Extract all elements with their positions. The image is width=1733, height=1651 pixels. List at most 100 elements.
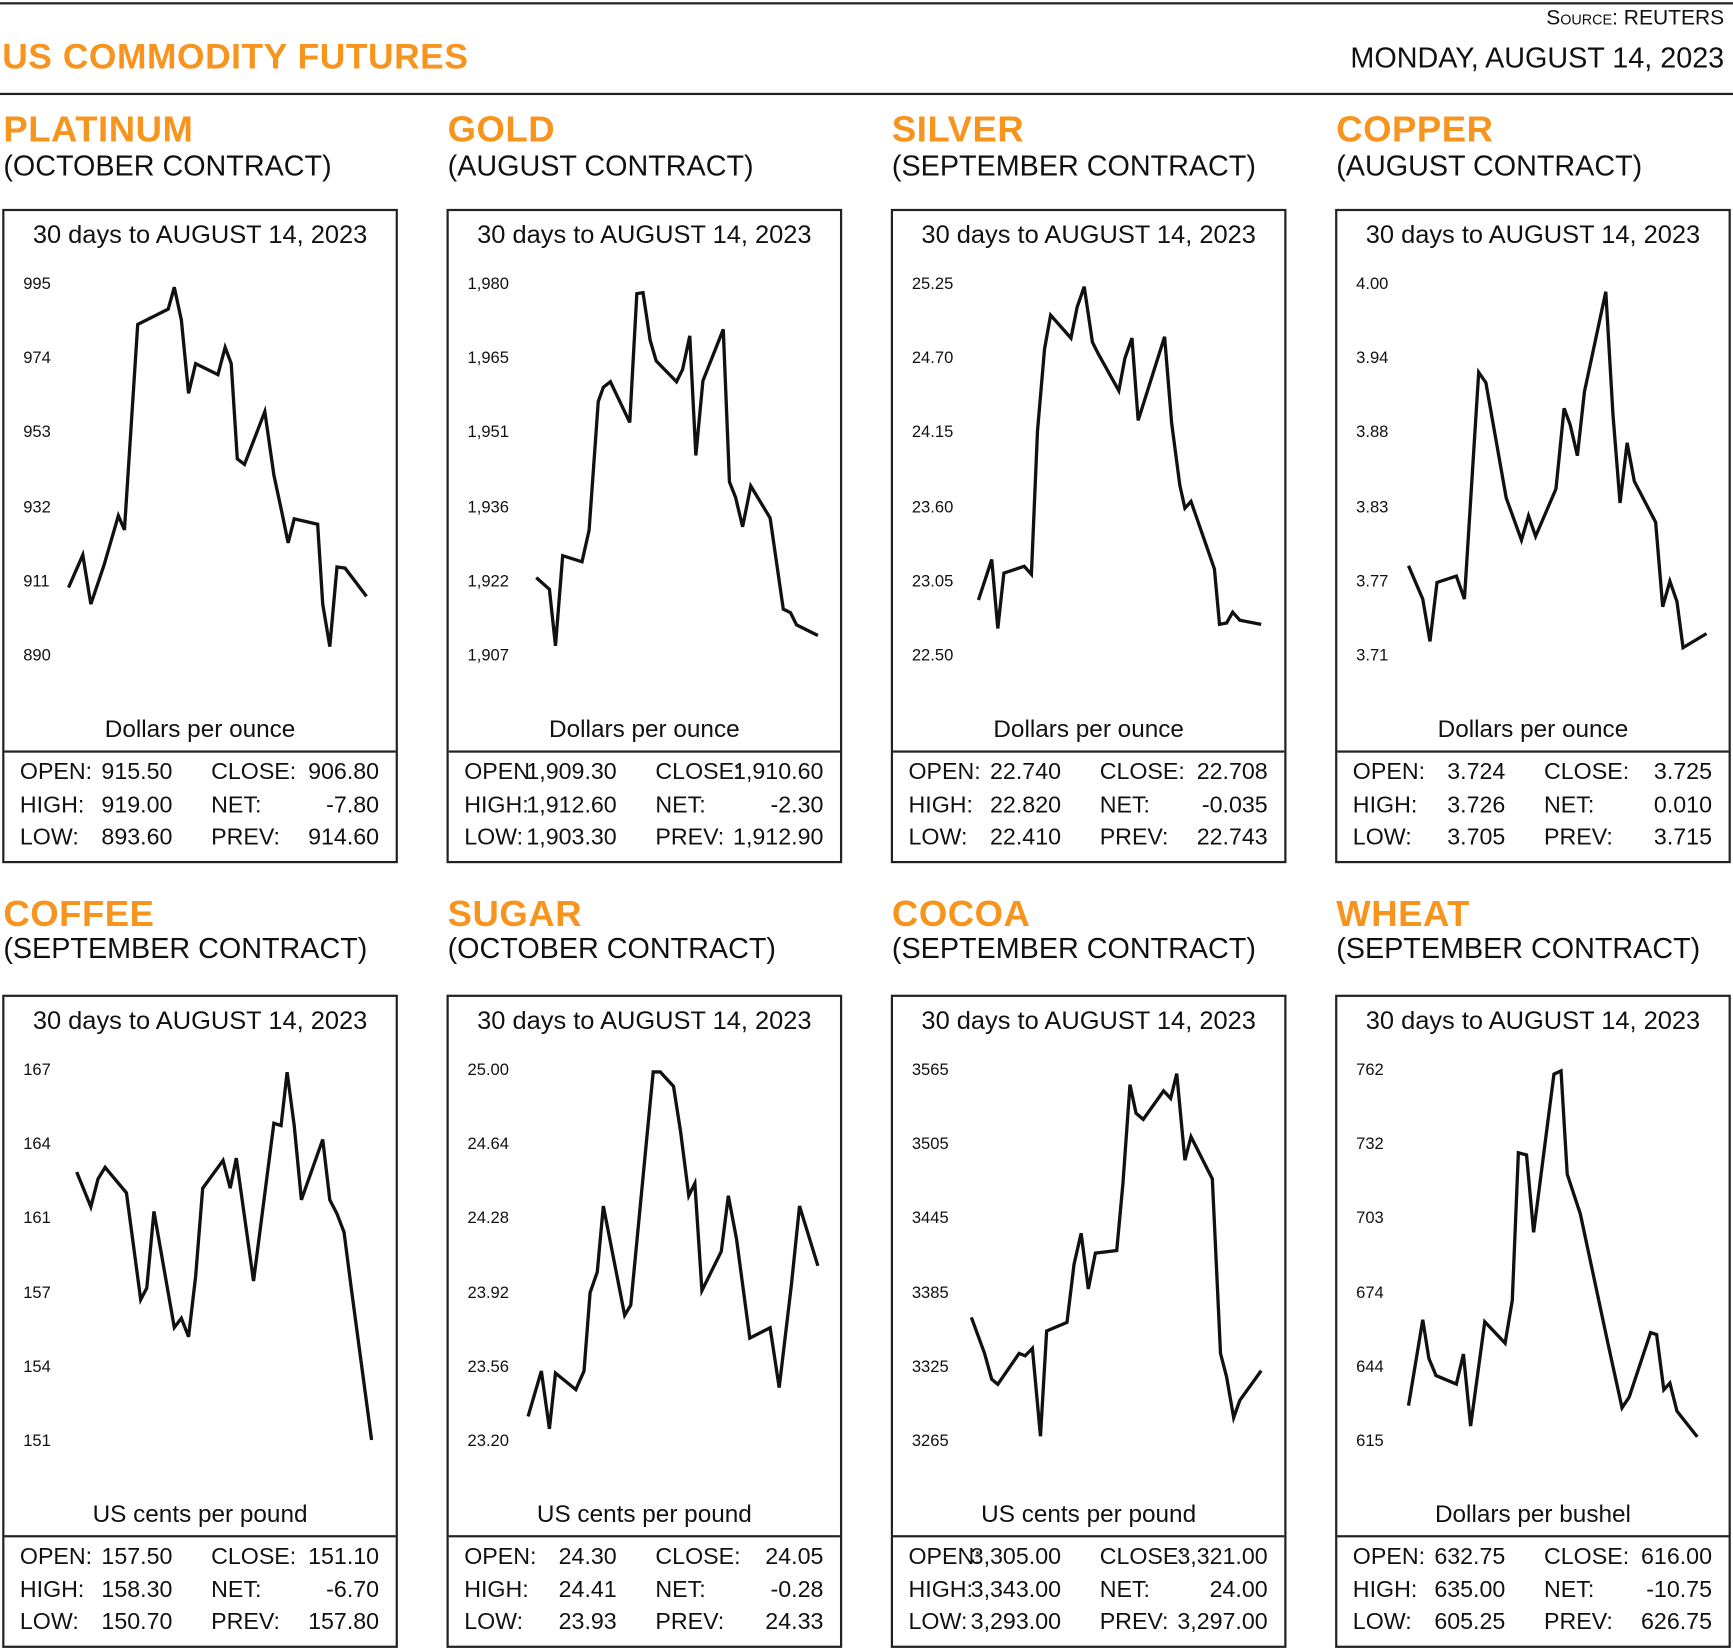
open-value: 157.50 — [101, 1544, 173, 1570]
y-tick-label: 23.60 — [911, 497, 954, 517]
high-value: 919.00 — [101, 791, 173, 818]
close-label: CLOSE: — [655, 1544, 741, 1570]
stats-row: OPEN: 24.30 CLOSE: 24.05 — [449, 1544, 840, 1576]
prev-label: PREV: — [1099, 1609, 1169, 1635]
close-label: CLOSE: — [655, 759, 741, 785]
unit-label: Dollars per bushel — [1434, 1499, 1631, 1528]
coffee-price-chart — [75, 1071, 374, 1441]
unit-label: Dollars per ounce — [549, 715, 740, 743]
wheat-contract: (SEPTEMBER CONTRACT) — [1336, 931, 1701, 965]
high-label: HIGH: — [19, 1576, 85, 1603]
stats-row: HIGH: 635.00 NET: -10.75 — [1337, 1577, 1728, 1609]
open-value: 1,909.30 — [526, 759, 617, 785]
high-label: HIGH: — [19, 791, 85, 818]
y-tick-label: 22.50 — [911, 646, 954, 665]
low-label: LOW: — [1352, 824, 1412, 850]
y-tick-label: 3265 — [911, 1431, 949, 1451]
source-value: REUTERS — [1623, 6, 1725, 30]
y-tick-label: 3.77 — [1356, 571, 1389, 591]
y-tick-label: 24.28 — [467, 1209, 510, 1228]
net-value: -0.035 — [1201, 791, 1268, 818]
gold-price-chart — [535, 290, 819, 646]
open-value: 3,305.00 — [970, 1544, 1062, 1570]
cocoa-chart-panel: 30 days to AUGUST 14, 2023 3565 3505 3445 33… — [890, 994, 1287, 1648]
y-tick-label: 23.05 — [911, 571, 954, 591]
unit-label: US cents per pound — [536, 1499, 752, 1528]
silver-price-chart — [976, 286, 1262, 629]
y-tick-label: 1,936 — [467, 497, 510, 517]
stats-row: OPEN: 1,909.30 CLOSE: 1,910.60 — [449, 759, 840, 791]
close-value: 151.10 — [308, 1544, 380, 1570]
y-tick-label: 3385 — [911, 1283, 949, 1303]
high-label: HIGH: — [1352, 791, 1418, 818]
y-tick-label: 24.70 — [911, 348, 954, 368]
chart-title: 30 days to AUGUST 14, 2023 — [477, 219, 812, 249]
chart-title: 30 days to AUGUST 14, 2023 — [32, 219, 368, 249]
net-label: NET: — [1099, 791, 1151, 818]
y-tick-label: 1,922 — [467, 571, 510, 591]
sugar-contract: (OCTOBER CONTRACT) — [447, 931, 776, 965]
stats-row: HIGH: 1,912.60 NET: -2.30 — [449, 792, 840, 824]
low-label: LOW: — [464, 1609, 524, 1635]
y-tick-label: 890 — [23, 646, 51, 665]
platinum-price-chart — [67, 286, 368, 647]
prev-value: 157.80 — [308, 1609, 380, 1635]
open-value: 632.75 — [1434, 1544, 1506, 1570]
high-value: 635.00 — [1434, 1576, 1506, 1603]
net-value: 24.00 — [1209, 1576, 1268, 1603]
sugar-price-line — [526, 1070, 820, 1430]
prev-label: PREV: — [211, 824, 280, 850]
coffee-contract: (SEPTEMBER CONTRACT) — [3, 931, 368, 965]
y-tick-label: 151 — [23, 1431, 51, 1451]
gold-price-line — [535, 290, 819, 646]
low-value: 22.410 — [990, 824, 1062, 850]
y-tick-label: 3.71 — [1356, 646, 1389, 665]
low-value: 893.60 — [101, 824, 173, 850]
net-value: 0.010 — [1653, 791, 1713, 818]
y-tick-label: 23.56 — [467, 1357, 510, 1377]
high-label: HIGH: — [908, 791, 973, 818]
stats-row: HIGH: 24.41 NET: -0.28 — [449, 1577, 840, 1609]
open-label: OPEN: — [908, 759, 981, 785]
open-value: 915.50 — [101, 759, 173, 785]
y-tick-label: 911 — [23, 571, 50, 591]
prev-label: PREV: — [655, 824, 725, 850]
net-value: -0.28 — [770, 1576, 824, 1603]
y-tick-label: 3565 — [911, 1060, 949, 1080]
open-label: OPEN: — [908, 1544, 981, 1570]
y-tick-label: 24.64 — [467, 1134, 510, 1154]
stats-divider — [893, 1535, 1285, 1538]
high-label: HIGH: — [464, 791, 529, 818]
stats-divider — [4, 750, 396, 753]
open-value: 24.30 — [558, 1544, 617, 1570]
y-tick-label: 3.88 — [1356, 423, 1389, 442]
silver-contract: (SEPTEMBER CONTRACT) — [891, 149, 1256, 183]
close-value: 906.80 — [308, 759, 380, 785]
prev-label: PREV: — [655, 1609, 725, 1635]
coffee-chart-panel: 30 days to AUGUST 14, 2023 167 164 161 157 15… — [2, 994, 398, 1648]
platinum-name: PLATINUM — [3, 108, 194, 150]
top-rule — [0, 2, 1733, 5]
stats-row: HIGH: 919.00 NET: -7.80 — [4, 792, 395, 824]
sugar-name: SUGAR — [447, 893, 583, 934]
silver-name: SILVER — [891, 108, 1025, 150]
high-label: HIGH: — [908, 1576, 973, 1603]
y-tick-label: 732 — [1356, 1134, 1384, 1154]
close-value: 22.708 — [1196, 759, 1268, 785]
y-tick-label: 25.00 — [467, 1060, 510, 1080]
coffee-price-line — [75, 1071, 374, 1441]
stats-divider — [448, 750, 840, 753]
y-tick-label: 1,951 — [467, 423, 510, 442]
copper-price-line — [1406, 291, 1708, 651]
cocoa-name: COCOA — [891, 893, 1031, 934]
prev-value: 3.715 — [1653, 824, 1713, 850]
stats-row: OPEN: 632.75 CLOSE: 616.00 — [1337, 1544, 1728, 1576]
y-tick-label: 3445 — [911, 1209, 949, 1228]
stats-row: HIGH: 3,343.00 NET: 24.00 — [893, 1577, 1284, 1609]
low-label: LOW: — [19, 1609, 79, 1635]
open-label: OPEN: — [464, 1544, 537, 1570]
low-label: LOW: — [1352, 1609, 1412, 1635]
y-tick-label: 1,907 — [467, 646, 510, 665]
high-value: 3.726 — [1447, 791, 1506, 818]
